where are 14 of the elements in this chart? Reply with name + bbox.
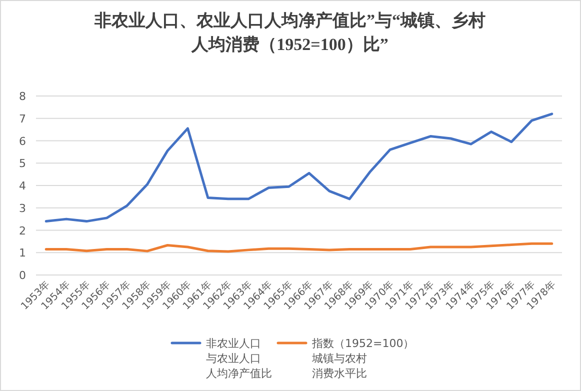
line-series — [44, 112, 554, 223]
line-series — [44, 242, 554, 253]
y-tick-label: 3 — [19, 202, 26, 215]
y-tick-label: 7 — [19, 112, 26, 126]
legend-label: 非农业人口与农业人口人均净产值比 — [206, 337, 272, 380]
y-tick-label: 0 — [19, 269, 26, 282]
chart-title: 非农业人口、农业人口人均净产值比”与“城镇、乡村人均消费（1952=100）比” — [94, 11, 486, 54]
legend-label: 指数（1952=100）城镇与农村消费水平比 — [311, 337, 414, 380]
y-tick-label: 4 — [19, 180, 26, 192]
y-tick-label: 6 — [19, 134, 26, 148]
y-tick-label: 8 — [19, 90, 26, 103]
y-tick-label: 1 — [19, 246, 26, 260]
y-tick-label: 5 — [19, 157, 26, 170]
y-tick-label: 2 — [19, 224, 26, 238]
